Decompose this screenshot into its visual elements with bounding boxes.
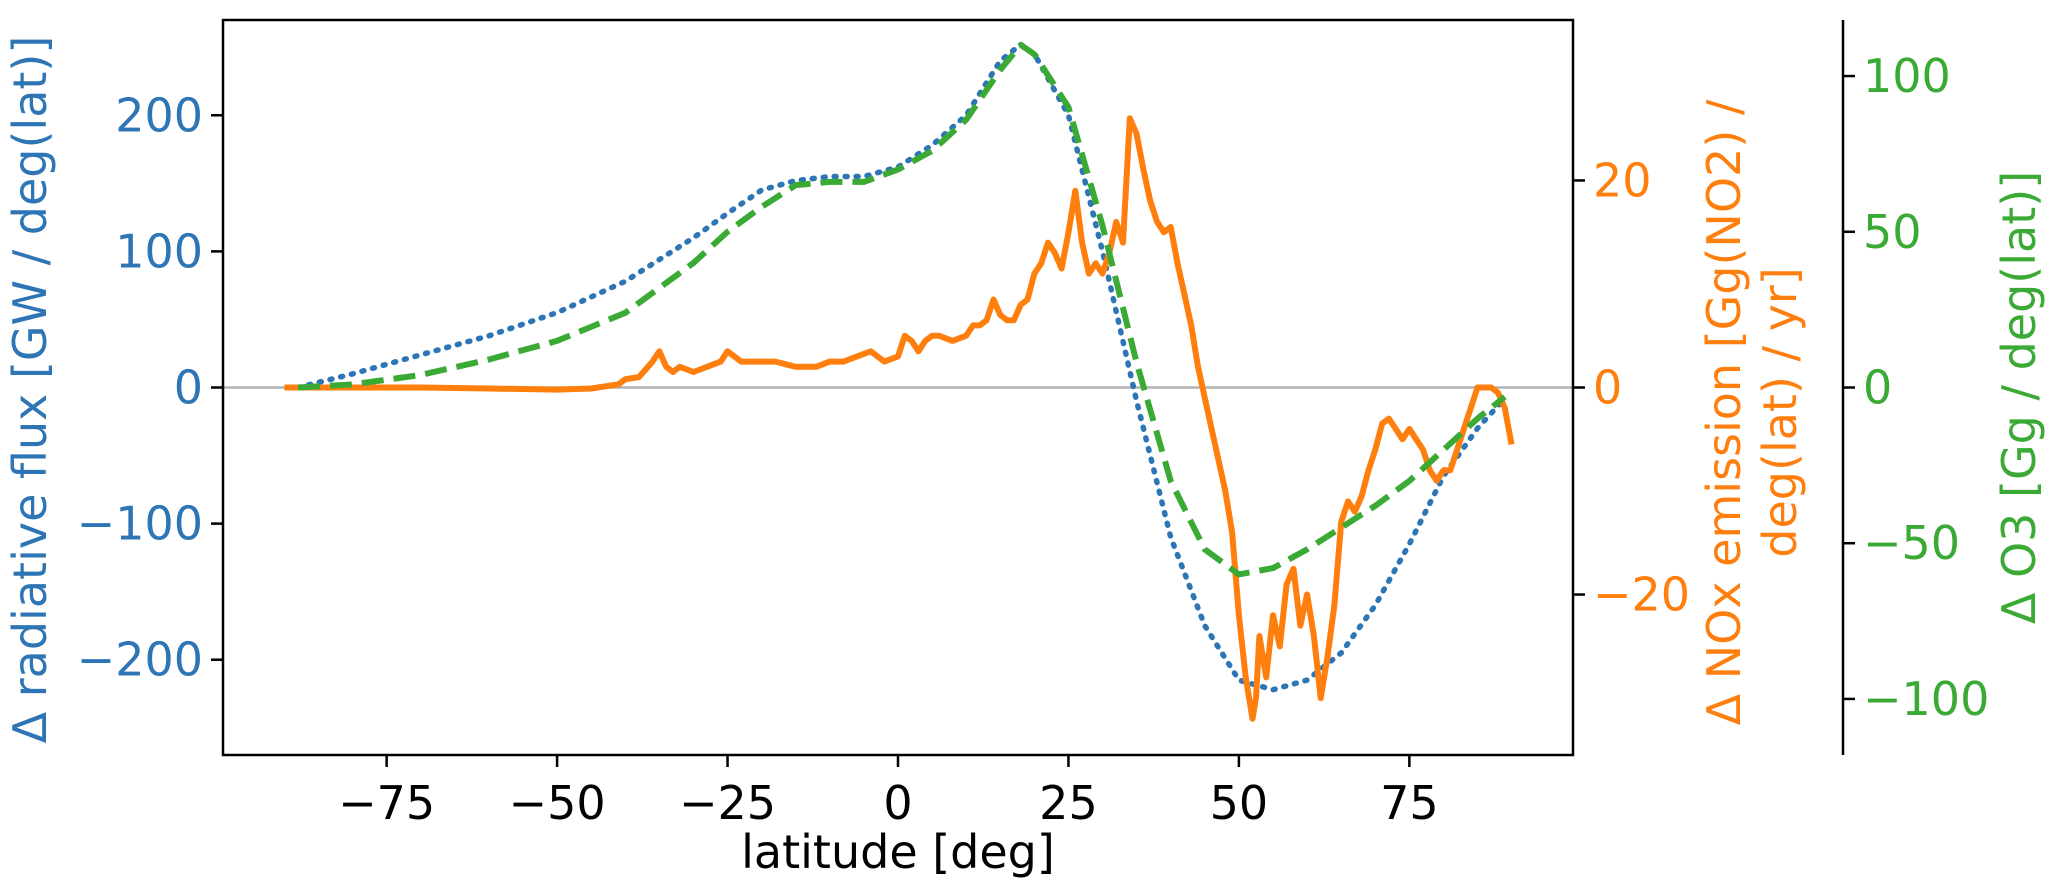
left-y-tick-label: 0 [174,361,203,415]
series-line-right2 [297,41,1507,578]
nox-y-axis-label-line: Δ NOx emission [Gg(NO2) / [1697,99,1751,725]
right-y-axis-nox: −20 0 20 Δ NOx emission [Gg(NO2) /deg(lat) … [1573,99,1807,725]
o3-y-tick-label: −50 [1863,516,1960,570]
x-tick-label: 75 [1380,776,1439,830]
left-y-tick-label: −200 [77,633,203,687]
o3-y-tick-label: 100 [1863,49,1951,103]
series-line-left [295,41,1508,693]
nox-y-axis-label: Δ NOx emission [Gg(NO2) /deg(lat) / yr] [1697,99,1807,725]
x-tick-label: −75 [338,776,435,830]
nox-y-tick-label: −20 [1593,568,1690,622]
left-y-axis: −200 −100 0 100 200 Δ radiative flux [GW / de… [3,36,223,744]
x-tick-label: 25 [1039,776,1098,830]
left-y-axis-label: Δ radiative flux [GW / deg(lat)] [3,36,57,744]
x-tick-label: 50 [1210,776,1269,830]
x-axis-label: latitude [deg] [741,825,1055,879]
left-y-tick-label: −100 [77,497,203,551]
x-tick-label: 0 [883,776,912,830]
series-group [284,41,1515,722]
nox-y-tick-label: 0 [1593,361,1622,415]
o3-y-tick-label: 50 [1863,205,1922,259]
left-y-tick-label: 100 [115,224,203,278]
o3-y-tick-label: 0 [1863,361,1892,415]
x-tick-label: −50 [509,776,606,830]
o3-y-axis-label: Δ O3 [Gg / deg(lat)] [1992,171,2046,624]
nox-y-tick-label: 20 [1593,153,1652,207]
series-line-right1 [284,115,1515,722]
nox-y-axis-label-line: deg(lat) / yr] [1753,267,1807,557]
o3-y-tick-label: −100 [1863,672,1989,726]
right-y-axis-o3: −100 −50 0 50 100 Δ O3 [Gg / deg(lat)] [1841,20,2046,755]
x-tick-label: −25 [679,776,776,830]
left-y-tick-label: 200 [115,88,203,142]
x-axis: −75 −50 −25 0 25 50 75 latitude [deg] [338,755,1439,879]
